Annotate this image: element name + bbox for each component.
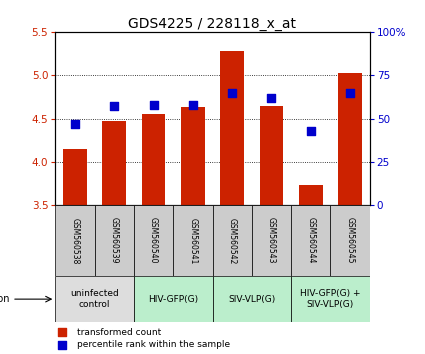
Text: GSM560544: GSM560544 xyxy=(306,217,315,264)
Bar xyxy=(331,205,370,276)
Text: SIV-VLP(G): SIV-VLP(G) xyxy=(228,295,275,304)
Text: GSM560538: GSM560538 xyxy=(71,217,79,264)
Point xyxy=(111,104,118,109)
Bar xyxy=(260,105,283,205)
Bar xyxy=(55,205,94,276)
Bar xyxy=(291,276,370,322)
Text: HIV-GFP(G) +
SIV-VLP(G): HIV-GFP(G) + SIV-VLP(G) xyxy=(300,290,361,309)
Bar xyxy=(291,205,331,276)
Bar xyxy=(212,205,252,276)
Bar xyxy=(94,205,134,276)
Bar xyxy=(338,73,362,205)
Text: infection: infection xyxy=(0,294,10,304)
Text: transformed count: transformed count xyxy=(77,327,162,337)
Point xyxy=(150,102,157,108)
Bar xyxy=(142,114,165,205)
Text: GSM560542: GSM560542 xyxy=(228,217,237,264)
Text: GSM560541: GSM560541 xyxy=(188,217,197,264)
Text: GSM560543: GSM560543 xyxy=(267,217,276,264)
Bar xyxy=(252,205,291,276)
Text: uninfected
control: uninfected control xyxy=(70,290,119,309)
Point xyxy=(268,95,275,101)
Bar xyxy=(212,276,291,322)
Bar xyxy=(299,185,323,205)
Bar xyxy=(134,205,173,276)
Point xyxy=(307,128,314,133)
Point xyxy=(58,329,65,335)
Bar xyxy=(173,205,212,276)
Text: HIV-GFP(G): HIV-GFP(G) xyxy=(148,295,198,304)
Text: percentile rank within the sample: percentile rank within the sample xyxy=(77,340,230,349)
Point xyxy=(347,90,354,96)
Bar xyxy=(134,276,212,322)
Bar xyxy=(63,149,87,205)
Point xyxy=(229,90,235,96)
Text: GSM560540: GSM560540 xyxy=(149,217,158,264)
Bar xyxy=(102,121,126,205)
Bar xyxy=(55,276,134,322)
Bar xyxy=(181,107,204,205)
Point xyxy=(71,121,78,127)
Bar xyxy=(220,51,244,205)
Title: GDS4225 / 228118_x_at: GDS4225 / 228118_x_at xyxy=(128,17,297,31)
Text: GSM560545: GSM560545 xyxy=(346,217,354,264)
Point xyxy=(190,102,196,108)
Point xyxy=(58,342,65,348)
Text: GSM560539: GSM560539 xyxy=(110,217,119,264)
